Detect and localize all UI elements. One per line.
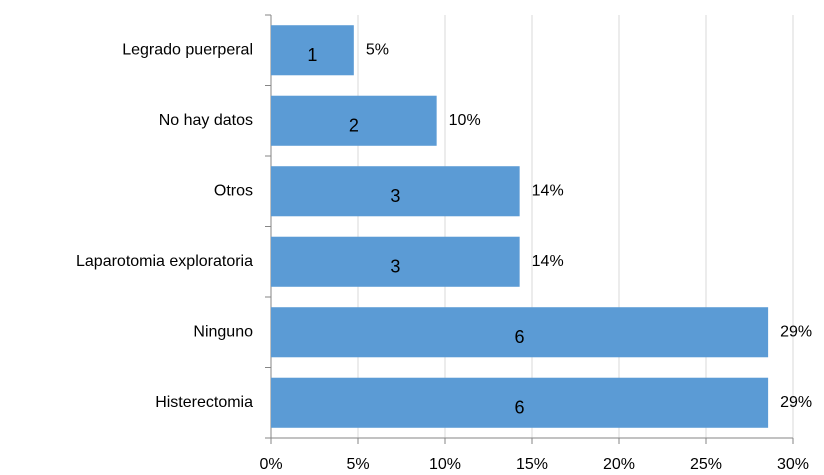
- value-label: 14%: [532, 253, 564, 270]
- value-label: 10%: [449, 112, 481, 129]
- count-label: 3: [390, 186, 400, 206]
- y-tick-label: Otros: [214, 182, 253, 199]
- y-tick-label: Legrado puerperal: [122, 41, 253, 58]
- x-tick-label: 25%: [690, 456, 722, 473]
- x-tick-label: 0%: [259, 456, 282, 473]
- bar: [271, 95, 437, 146]
- x-tick-label: 20%: [603, 456, 635, 473]
- bar: [271, 166, 520, 217]
- count-label: 6: [515, 327, 525, 347]
- count-label: 2: [349, 116, 359, 136]
- x-tick-label: 15%: [516, 456, 548, 473]
- value-label: 5%: [366, 41, 389, 58]
- value-label: 29%: [780, 323, 812, 340]
- x-tick-label: 10%: [429, 456, 461, 473]
- bar: [271, 25, 354, 76]
- x-tick-label: 5%: [346, 456, 369, 473]
- bar: [271, 236, 520, 287]
- y-tick-label: Laparotomia exploratoria: [76, 253, 253, 270]
- x-tick-label: 30%: [777, 456, 809, 473]
- y-tick-label: No hay datos: [159, 112, 253, 129]
- value-label: 29%: [780, 394, 812, 411]
- count-label: 3: [390, 257, 400, 277]
- bar: [271, 377, 769, 428]
- bar: [271, 307, 769, 358]
- y-tick-label: Ninguno: [193, 323, 253, 340]
- value-label: 14%: [532, 182, 564, 199]
- y-tick-label: Histerectomia: [155, 394, 253, 411]
- count-label: 1: [307, 45, 317, 65]
- count-label: 6: [515, 398, 525, 418]
